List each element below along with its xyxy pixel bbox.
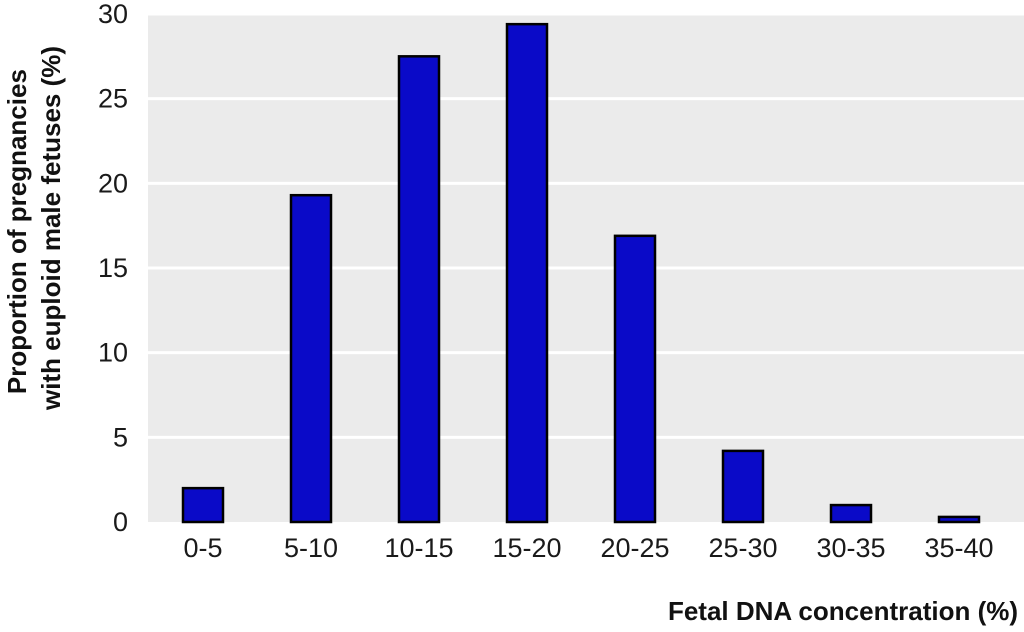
- y-axis-label: Proportion of pregnancies with euploid m…: [2, 46, 66, 411]
- x-tick-label: 35-40: [924, 533, 993, 563]
- bars: [181, 22, 981, 524]
- bar-15-20: [505, 22, 549, 524]
- x-tick-label: 25-30: [708, 533, 777, 563]
- y-axis-label-line-1: Proportion of pregnancies: [2, 69, 32, 394]
- bar-30-35: [829, 503, 873, 524]
- x-tick-label: 0-5: [183, 533, 222, 563]
- y-tick-label: 25: [98, 84, 128, 114]
- y-tick-label: 5: [113, 422, 128, 452]
- y-axis-label-line-2: with euploid male fetuses (%): [36, 46, 66, 411]
- bar-25-30: [721, 449, 765, 524]
- x-tick-label: 20-25: [600, 533, 669, 563]
- y-tick-label: 10: [98, 338, 128, 368]
- y-tick-label: 20: [98, 168, 128, 198]
- y-tick-label: 0: [113, 507, 128, 537]
- bar-10-15: [397, 55, 441, 524]
- x-axis-label: Fetal DNA concentration (%): [668, 596, 1018, 626]
- bar-35-40: [937, 515, 981, 524]
- y-tick-label: 15: [98, 253, 128, 283]
- x-axis-ticks: 0-5 5-10 10-15 15-20 20-25 25-30 30-35 35-40: [183, 533, 993, 563]
- y-tick-label: 30: [98, 0, 128, 29]
- x-tick-label: 30-35: [816, 533, 885, 563]
- x-tick-label: 5-10: [284, 533, 338, 563]
- x-tick-label: 15-20: [492, 533, 561, 563]
- bar-0-5: [181, 486, 225, 524]
- y-axis-ticks: 0 5 10 15 20 25 30: [98, 0, 128, 537]
- x-tick-label: 10-15: [384, 533, 453, 563]
- bar-5-10: [289, 193, 333, 524]
- bar-20-25: [613, 234, 657, 524]
